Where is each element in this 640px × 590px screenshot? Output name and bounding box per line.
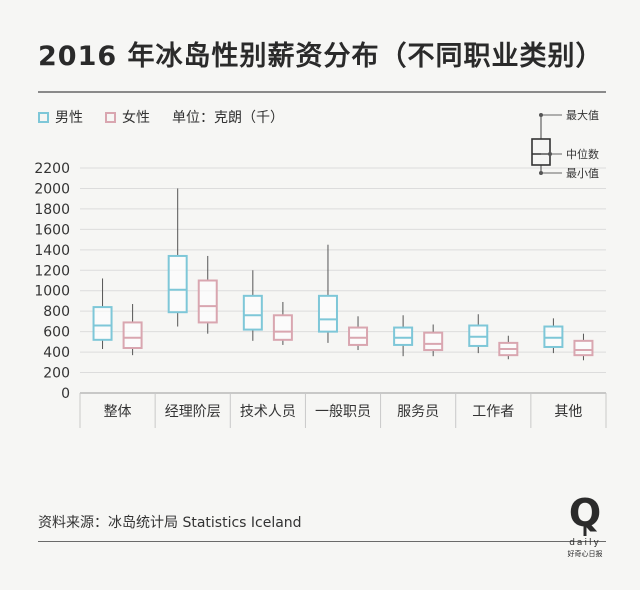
iqr-box [423,331,444,352]
key-dot [539,113,543,117]
iqr-box [92,306,113,341]
female-box [272,301,293,345]
x-tick-label: 经理阶层 [165,404,221,420]
iqr-box [242,294,263,331]
male-box [92,278,113,350]
iqr-box [393,326,414,346]
iqr-box [543,325,564,348]
male-box [393,315,414,357]
key-min-label: 最小值 [566,167,599,180]
legend-label-female: 女性 [122,110,150,126]
x-tick-label: 工作者 [472,404,514,420]
iqr-box [317,294,338,333]
iqr-box [272,314,293,341]
female-box [498,335,519,360]
legend-swatch-male [38,111,49,123]
female-box [122,304,143,356]
legend: 男性 女性 单位：克朗（千） [38,107,306,127]
qdaily-logo: Q daily 好奇心日报 [568,491,603,558]
legend-item-male: 男性 [38,107,83,127]
male-box [543,318,564,354]
unit-label: 单位：克朗（千） [172,107,284,127]
legend-item-female: 女性 [105,107,150,127]
y-tick-label: 2000 [34,181,70,197]
y-tick-label: 1800 [34,202,70,218]
key-max-label: 最大值 [566,108,599,122]
y-tick-label: 400 [43,345,70,361]
key-dot [548,152,552,156]
footer-divider [38,541,606,542]
iqr-box [122,321,143,350]
y-tick-label: 600 [43,325,70,341]
y-tick-label: 200 [43,366,70,382]
title-divider [38,91,606,93]
chart-title: 2016 年冰岛性别薪资分布（不同职业类别） [38,41,604,72]
x-tick-label: 一般职员 [315,404,371,420]
y-tick-label: 1600 [34,222,70,238]
male-box [167,188,188,327]
source-note: 资料来源：冰岛统计局 Statistics Iceland [38,515,302,531]
iqr-box [167,254,188,314]
y-tick-label: 2200 [34,161,70,177]
iqr-box [468,324,489,347]
male-box [242,270,263,341]
y-tick-label: 1400 [34,243,70,259]
y-tick-label: 800 [43,304,70,320]
male-box [317,244,338,343]
x-tick-label: 其他 [554,404,582,420]
y-tick-label: 0 [61,386,70,402]
x-tick-label: 整体 [104,404,132,420]
key-dot [539,171,543,175]
x-tick-label: 服务员 [397,404,439,420]
female-box [348,316,369,351]
y-tick-label: 1000 [34,284,70,300]
logo-word: daily [569,538,601,548]
male-box [468,314,489,354]
unit-text: 单位：克朗（千） [172,110,284,126]
legend-label-male: 男性 [55,110,83,126]
iqr-box [348,326,369,346]
female-box [423,324,444,357]
legend-swatch-female [105,111,116,123]
key-box [531,138,551,166]
x-tick-label: 技术人员 [240,404,296,420]
y-tick-label: 1200 [34,263,70,279]
iqr-box [573,339,594,357]
female-box [573,333,594,361]
iqr-box [197,279,218,324]
female-box [197,255,218,334]
logo-tagline: 好奇心日报 [568,549,603,558]
key-median-label: 中位数 [566,147,599,161]
